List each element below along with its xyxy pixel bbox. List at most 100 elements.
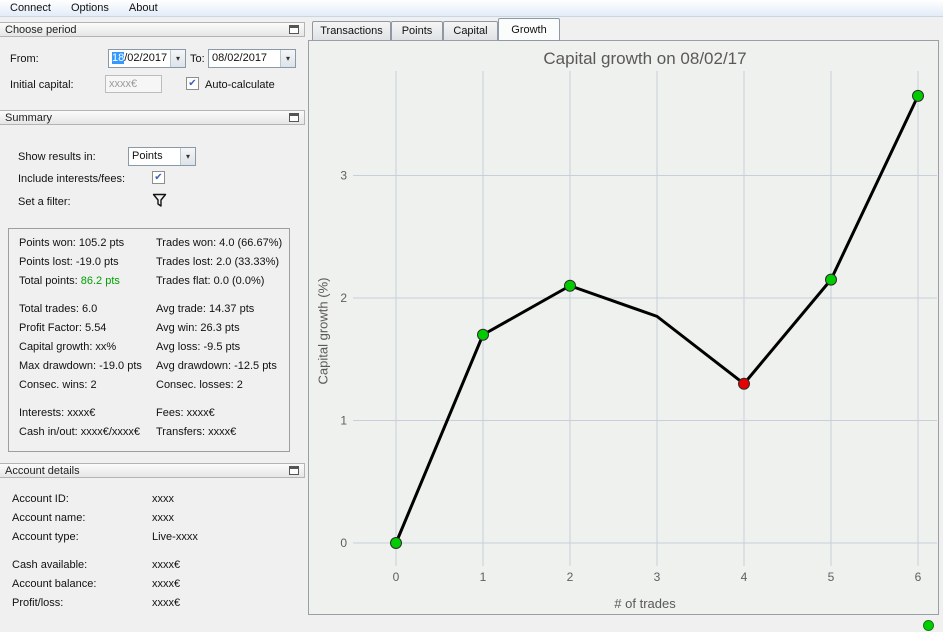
- trade-marker: [564, 279, 576, 292]
- account-label: Account balance:: [12, 578, 97, 590]
- initial-capital-input[interactable]: [105, 75, 162, 93]
- from-date-select[interactable]: 18/02/2017 ▾: [108, 49, 186, 68]
- from-date-value: 18/02/2017: [109, 50, 170, 67]
- stat-text: Cash in/out: xxxx€/xxxx€: [19, 426, 141, 438]
- panel-title: Summary: [5, 111, 53, 124]
- chevron-down-icon[interactable]: ▾: [180, 148, 195, 165]
- float-panel-icon[interactable]: [289, 113, 299, 122]
- trade-marker: [825, 273, 837, 286]
- stats-row: Points won: 105.2 pts Trades won: 4.0 (6…: [19, 234, 289, 253]
- filter-icon[interactable]: [150, 191, 168, 209]
- total-points-value: 86.2 pts: [80, 275, 120, 287]
- menu-options[interactable]: Options: [70, 2, 109, 14]
- account-row: Cash available: xxxx€: [12, 556, 305, 575]
- menu-about[interactable]: About: [128, 2, 158, 14]
- include-fees-label: Include interests/fees:: [18, 173, 126, 185]
- account-label: Account type:: [12, 531, 79, 543]
- stat-text: Points won: 105.2 pts: [19, 237, 125, 249]
- account-row: Account balance: xxxx€: [12, 575, 305, 594]
- check-icon: ✔: [188, 77, 197, 89]
- selected-date-part: 18: [112, 52, 125, 64]
- stat-text: Fees: xxxx€: [156, 407, 215, 419]
- trade-marker: [912, 89, 924, 102]
- trade-marker: [477, 328, 489, 341]
- x-tick-label: 2: [567, 570, 574, 584]
- account-value: xxxx€: [152, 559, 181, 571]
- chart-panel: 0 1 2 3 4 5 6 0 1 2 3 Capital growth on 08/02/17 #…: [308, 40, 939, 615]
- auto-calculate-checkbox[interactable]: ✔: [186, 77, 199, 90]
- account-value: Live-xxxx: [152, 531, 198, 543]
- stat-text: Interests: xxxx€: [19, 407, 96, 419]
- growth-chart-svg: 0 1 2 3 4 5 6 0 1 2 3: [340, 71, 937, 584]
- auto-calculate-label: Auto-calculate: [205, 79, 275, 91]
- account-label: Profit/loss:: [12, 597, 64, 609]
- float-panel-icon[interactable]: [289, 466, 299, 475]
- account-label: Account name:: [12, 512, 86, 524]
- tab-capital[interactable]: Capital: [443, 21, 498, 41]
- check-icon: ✔: [154, 171, 163, 183]
- set-filter-label: Set a filter:: [18, 196, 71, 208]
- stats-row: Consec. wins: 2 Consec. losses: 2: [19, 376, 289, 395]
- stat-text: Avg win: 26.3 pts: [156, 322, 240, 334]
- stats-row: Points lost: -19.0 pts Trades lost: 2.0 …: [19, 253, 289, 272]
- account-label: Account ID:: [12, 493, 69, 505]
- funnel-icon: [152, 193, 166, 207]
- stat-text: Transfers: xxxx€: [156, 426, 237, 438]
- to-date-select[interactable]: 08/02/2017 ▾: [208, 49, 296, 68]
- menu-connect[interactable]: Connect: [10, 2, 51, 14]
- connection-status-icon: [923, 620, 934, 631]
- chevron-down-icon[interactable]: ▾: [170, 50, 185, 67]
- float-panel-icon[interactable]: [289, 25, 299, 34]
- x-tick-label: 1: [480, 570, 487, 584]
- show-results-label: Show results in:: [18, 151, 96, 163]
- tab-growth[interactable]: Growth: [498, 18, 560, 41]
- tab-points[interactable]: Points: [391, 21, 443, 41]
- stats-row: Cash in/out: xxxx€/xxxx€ Transfers: xxxx…: [19, 423, 289, 442]
- account-row: Account name: xxxx: [12, 509, 305, 528]
- y-axis-label: Capital growth (%): [315, 277, 331, 385]
- chevron-down-icon[interactable]: ▾: [280, 50, 295, 67]
- include-fees-checkbox[interactable]: ✔: [152, 171, 165, 184]
- trade-marker: [390, 537, 402, 549]
- x-tick-label: 5: [828, 570, 835, 584]
- stat-text: Trades flat: 0.0 (0.0%): [156, 275, 265, 287]
- account-details-header: Account details: [0, 463, 305, 478]
- stat-text: Total trades: 6.0: [19, 303, 98, 315]
- stat-text: Capital growth: xx%: [19, 341, 117, 353]
- stats-row: Max drawdown: -19.0 pts Avg drawdown: -1…: [19, 357, 289, 376]
- chart-title: Capital growth on 08/02/17: [543, 49, 747, 68]
- x-axis-label: # of trades: [614, 596, 676, 611]
- x-tick-label: 6: [915, 570, 922, 584]
- total-points-label: Total points:: [19, 275, 78, 287]
- initial-capital-label: Initial capital:: [10, 79, 74, 91]
- account-row: Profit/loss: xxxx€: [12, 594, 305, 613]
- account-rows: Account ID: xxxx Account name: xxxx Acco…: [0, 478, 305, 613]
- stat-text: Max drawdown: -19.0 pts: [19, 360, 142, 372]
- summary-stats-box: Points won: 105.2 pts Trades won: 4.0 (6…: [8, 228, 290, 452]
- account-row: Account ID: xxxx: [12, 490, 305, 509]
- choose-period-panel: Choose period From: 18/02/2017 ▾ To: 08/…: [0, 22, 305, 108]
- to-label: To:: [190, 53, 205, 65]
- account-value: xxxx€: [152, 578, 181, 590]
- stat-text: Avg loss: -9.5 pts: [156, 341, 241, 353]
- summary-panel: Summary Show results in: Points ▾ Includ…: [0, 110, 305, 455]
- account-details-panel: Account details Account ID: xxxx Account…: [0, 463, 305, 632]
- y-tick-label: 2: [340, 291, 347, 305]
- tab-transactions[interactable]: Transactions: [312, 21, 391, 41]
- to-date-value: 08/02/2017: [212, 52, 268, 64]
- x-tick-label: 3: [654, 570, 661, 584]
- stat-text: Avg trade: 14.37 pts: [156, 303, 255, 315]
- stat-text: Total points: 86.2 pts: [19, 272, 156, 291]
- stats-row: Total points: 86.2 pts Trades flat: 0.0 …: [19, 272, 289, 291]
- stat-text: Avg drawdown: -12.5 pts: [156, 360, 277, 372]
- date-rest: /02/2017: [124, 52, 168, 64]
- panel-title: Account details: [5, 464, 80, 477]
- stats-row: Profit Factor: 5.54 Avg win: 26.3 pts: [19, 319, 289, 338]
- x-tick-label: 4: [741, 570, 748, 584]
- show-results-select[interactable]: Points ▾: [128, 147, 196, 166]
- summary-header: Summary: [0, 110, 305, 125]
- x-tick-label: 0: [393, 570, 400, 584]
- stats-row: Interests: xxxx€ Fees: xxxx€: [19, 404, 289, 423]
- y-tick-label: 3: [340, 169, 347, 183]
